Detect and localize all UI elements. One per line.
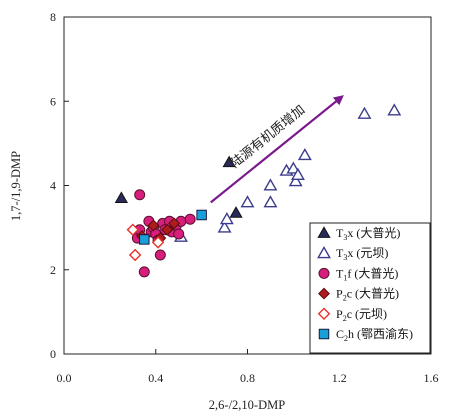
legend-marker-1 (317, 246, 331, 259)
legend-entry-main: T (336, 246, 344, 260)
trend-annotation: 陆源有机质增加 (227, 102, 308, 172)
legend-entry-5: C2h (鄂西渝东) (336, 326, 413, 343)
legend-entry-2: T1f (大普光) (336, 266, 398, 282)
data-point-series-5 (139, 234, 150, 245)
data-point-series-1 (357, 106, 372, 119)
legend-entry-0: T3x (大普光) (336, 226, 400, 242)
y-tick-label: 4 (50, 179, 56, 193)
data-point-series-1 (387, 103, 402, 116)
legend-entry-4: P2c (元坝) (336, 307, 387, 323)
legend-entry-main: T (336, 226, 344, 240)
data-point-series-3 (168, 217, 181, 230)
data-point-series-3 (161, 223, 174, 236)
legend-entry-main: P (336, 287, 343, 301)
legend-entry-3: P2c (大普光) (336, 287, 399, 303)
legend-marker-5 (318, 328, 330, 340)
y-axis-label: 1,7-/1,9-DMP (9, 151, 23, 221)
annotation-group: 陆源有机质增加 (210, 95, 344, 204)
data-point-series-4 (151, 236, 165, 249)
legend-entry-tail: x (大普光) (347, 226, 400, 240)
legend-entry-subscript: 3 (343, 253, 347, 262)
data-point-series-2 (184, 213, 196, 225)
data-points (114, 103, 402, 278)
data-point-series-1 (297, 148, 312, 161)
x-tick-label: 1.2 (332, 371, 347, 385)
x-tick-label: 0.4 (148, 371, 163, 385)
legend-marker-0 (317, 226, 331, 238)
legend-entry-tail: f (大普光) (347, 266, 398, 280)
y-tick-label: 0 (50, 347, 56, 361)
legend-entry-subscript: 2 (344, 334, 348, 343)
y-tick-label: 8 (50, 10, 56, 24)
data-point-series-0 (222, 155, 236, 168)
legend-entry-subscript: 2 (343, 314, 347, 323)
data-point-series-1 (263, 178, 278, 191)
x-tick-label: 1.6 (424, 371, 439, 385)
data-point-series-4 (128, 248, 142, 262)
x-tick-label: 0.0 (57, 371, 72, 385)
data-point-series-2 (134, 189, 146, 201)
data-point-series-2 (173, 228, 185, 240)
axis-ticks: 0.0 0.4 0.8 1.2 1.6 0 2 4 6 8 (50, 10, 439, 385)
data-point-series-4 (126, 223, 140, 236)
x-axis-label: 2,6-/2,10-DMP (209, 398, 285, 412)
data-point-series-0 (229, 206, 243, 218)
data-point-series-1 (240, 195, 255, 208)
legend-entry-subscript: 1 (343, 273, 347, 282)
legend-entry-tail: h (鄂西渝东) (348, 326, 413, 341)
data-point-series-5 (196, 209, 207, 221)
x-tick-label: 0.8 (240, 371, 255, 385)
legend-entry-subscript: 3 (343, 233, 347, 242)
data-point-series-1 (219, 212, 234, 225)
legend-entry-subscript: 2 (343, 294, 347, 303)
legend-entry-main: T (336, 266, 344, 280)
data-point-series-1 (286, 161, 301, 174)
legend-marker-3 (318, 287, 330, 300)
legend-box (309, 222, 431, 354)
data-point-series-3 (147, 219, 160, 232)
legend: T3x (大普光)T3x (元坝)T1f (大普光)P2c (大普光)P2c (… (309, 222, 431, 354)
legend-entry-main: P (336, 307, 343, 321)
legend-entry-tail: x (元坝) (347, 246, 388, 260)
data-point-series-1 (263, 195, 278, 208)
legend-entry-1: T3x (元坝) (336, 246, 388, 262)
y-tick-label: 2 (50, 263, 56, 277)
legend-entry-main: C (336, 327, 344, 341)
data-point-series-1 (288, 174, 303, 187)
legend-marker-2 (318, 267, 330, 279)
data-point-series-2 (154, 249, 166, 261)
y-tick-label: 6 (50, 94, 56, 108)
trend-arrow (210, 95, 344, 204)
legend-entry-tail: c (元坝) (347, 307, 387, 321)
data-point-series-1 (217, 220, 232, 233)
legend-marker-4 (317, 307, 331, 321)
data-point-series-2 (138, 266, 150, 278)
legend-entry-tail: c (大普光) (347, 287, 399, 301)
data-point-series-0 (114, 191, 128, 203)
data-point-series-1 (291, 167, 305, 180)
